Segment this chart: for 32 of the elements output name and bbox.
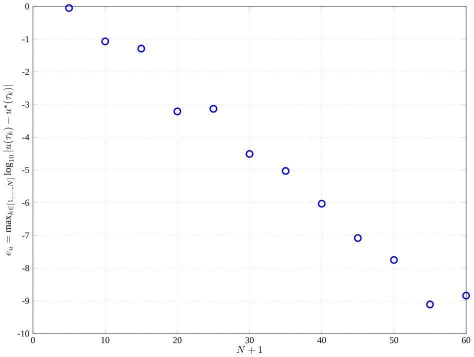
y-tick-label: -5: [22, 166, 30, 173]
x-tick-label: 30: [245, 337, 254, 344]
point: [390, 256, 398, 264]
point: [65, 4, 73, 12]
point: [354, 234, 362, 242]
y-tick-label: -7: [22, 232, 30, 238]
y-tick-label: -8: [22, 264, 30, 272]
point: [282, 166, 290, 175]
y-tick-label: -4: [22, 134, 30, 140]
point: [137, 44, 146, 52]
y-tick-label: -10: [18, 330, 30, 337]
y-tick-label: -1: [22, 36, 29, 42]
y-tick-label: -3: [22, 101, 30, 108]
y-tick-label: -9: [22, 298, 30, 304]
y-axis-title: $e_u = \max_{k\in[1,\ldots,N]} \log_{10}|u(\tau_k) - u^{\star}(\tau_k)|$: [3, 85, 14, 256]
point: [173, 107, 182, 116]
x-tick-label: 40: [317, 337, 326, 344]
y-tick-label: -6: [22, 200, 30, 206]
point: [426, 300, 434, 308]
point: [101, 37, 110, 46]
point: [210, 104, 218, 113]
x-tick-label: 0: [31, 337, 35, 344]
x-axis-title: $N+1$: [236, 346, 262, 354]
x-tick-label: 60: [462, 337, 470, 344]
point: [318, 200, 326, 208]
x-tick-label: 50: [390, 337, 398, 344]
y-tick-label: -2: [22, 68, 29, 75]
x-tick-label: 20: [173, 337, 182, 344]
point: [462, 292, 470, 300]
point: [246, 150, 254, 158]
x-tick-label: 10: [101, 337, 110, 344]
y-tick-label: 0: [25, 3, 30, 10]
